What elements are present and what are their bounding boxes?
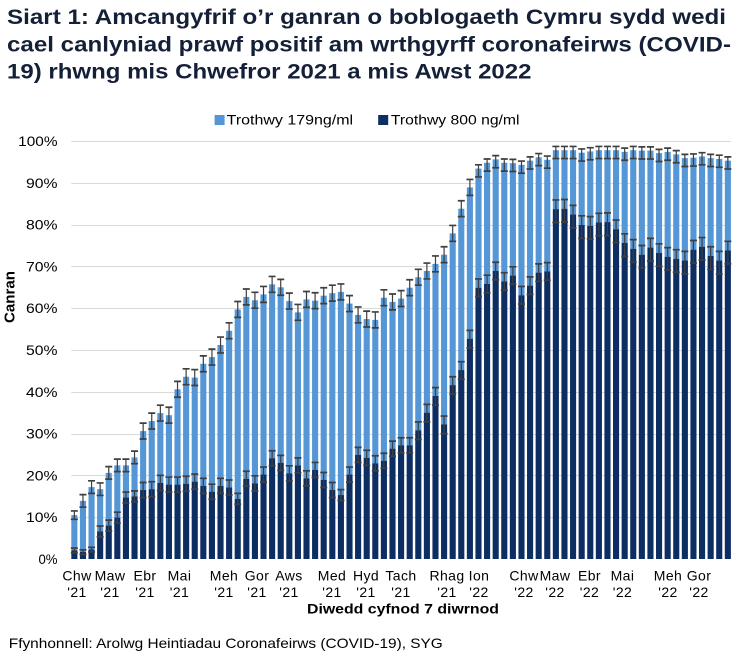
svg-text:Maw: Maw [95,568,126,584]
svg-text:20%: 20% [26,467,58,483]
svg-text:80%: 80% [26,217,58,233]
svg-text:30%: 30% [26,426,58,442]
svg-text:'22: '22 [545,584,564,600]
svg-text:'21: '21 [356,584,375,600]
svg-text:'21: '21 [135,584,154,600]
svg-text:Tach: Tach [385,568,416,584]
svg-text:Trothwy 800 ng/ml: Trothwy 800 ng/ml [391,112,520,127]
svg-text:'21: '21 [391,584,410,600]
svg-text:'21: '21 [67,584,86,600]
svg-text:Mai: Mai [611,568,635,584]
svg-text:Diwedd cyfnod 7 diwrnod: Diwedd cyfnod 7 diwrnod [307,601,499,616]
svg-text:'22: '22 [469,584,488,600]
svg-text:Chw: Chw [62,568,92,584]
svg-text:'21: '21 [279,584,298,600]
svg-text:'21: '21 [100,584,119,600]
svg-text:Maw: Maw [540,568,571,584]
svg-text:Gor: Gor [245,568,270,584]
svg-text:Siart 1: Amcangyfrif o’r ganra: Siart 1: Amcangyfrif o’r ganran o boblog… [7,5,726,29]
svg-text:'22: '22 [580,584,599,600]
svg-text:Hyd: Hyd [353,568,379,584]
svg-text:'21: '21 [214,584,233,600]
svg-text:100%: 100% [18,133,57,149]
svg-text:Canran: Canran [2,271,19,323]
svg-text:90%: 90% [26,175,58,191]
svg-text:'22: '22 [514,584,533,600]
svg-text:'22: '22 [613,584,632,600]
svg-text:Med: Med [318,568,346,584]
svg-text:Gor: Gor [687,568,712,584]
svg-text:Chw: Chw [509,568,539,584]
svg-text:Ion: Ion [469,568,490,584]
svg-text:Rhag: Rhag [429,568,464,584]
svg-text:cael canlyniad prawf positif a: cael canlyniad prawf positif am wrthgyrf… [7,32,731,56]
svg-text:'21: '21 [170,584,189,600]
svg-text:Aws: Aws [275,568,302,584]
svg-text:'21: '21 [247,584,266,600]
svg-text:19) rhwng mis Chwefror 2021 a: 19) rhwng mis Chwefror 2021 a mis Awst 2… [7,60,532,84]
svg-text:0%: 0% [39,551,58,567]
svg-text:Ffynhonnell: Arolwg Heintiadau: Ffynhonnell: Arolwg Heintiadau Coronafei… [9,635,443,651]
svg-text:70%: 70% [26,258,58,274]
svg-text:'21: '21 [437,584,456,600]
svg-text:Trothwy 179ng/ml: Trothwy 179ng/ml [227,112,353,127]
svg-text:'21: '21 [322,584,341,600]
svg-text:Ebr: Ebr [134,568,157,584]
svg-text:10%: 10% [26,509,58,525]
svg-text:Meh: Meh [210,568,238,584]
svg-text:50%: 50% [26,342,58,358]
svg-text:Meh: Meh [654,568,682,584]
svg-text:Ebr: Ebr [578,568,601,584]
svg-text:'22: '22 [689,584,708,600]
svg-text:40%: 40% [26,384,58,400]
svg-text:'22: '22 [658,584,677,600]
svg-text:Mai: Mai [168,568,192,584]
svg-text:60%: 60% [26,300,58,316]
